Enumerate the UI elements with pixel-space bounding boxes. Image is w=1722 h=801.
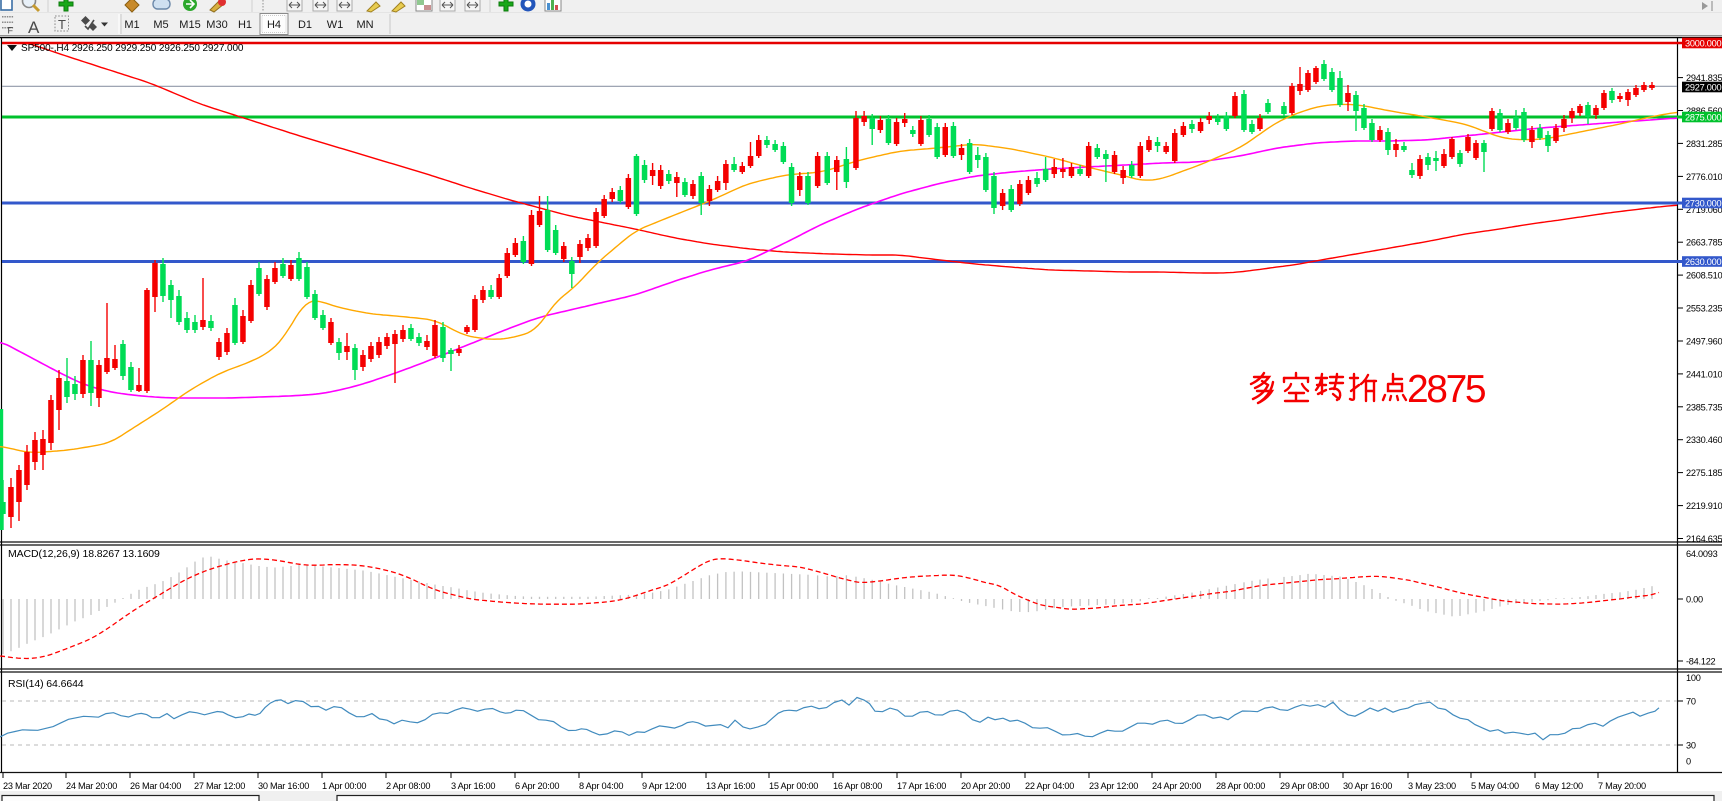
svg-text:29 Apr 08:00: 29 Apr 08:00 bbox=[1280, 781, 1329, 791]
svg-text:2730.000: 2730.000 bbox=[1685, 199, 1721, 209]
svg-text:2663.785: 2663.785 bbox=[1686, 238, 1722, 248]
svg-text:M30: M30 bbox=[206, 19, 227, 31]
svg-text:64.0093: 64.0093 bbox=[1686, 549, 1718, 559]
svg-text:6 May 12:00: 6 May 12:00 bbox=[1535, 781, 1583, 791]
svg-text:22 Apr 04:00: 22 Apr 04:00 bbox=[1025, 781, 1074, 791]
svg-text:16 Apr 08:00: 16 Apr 08:00 bbox=[833, 781, 882, 791]
svg-text:2886.560: 2886.560 bbox=[1686, 106, 1722, 116]
svg-text:M1: M1 bbox=[124, 19, 139, 31]
svg-text:70: 70 bbox=[1686, 697, 1696, 707]
svg-text:A: A bbox=[28, 18, 40, 37]
svg-text:7 May 20:00: 7 May 20:00 bbox=[1598, 781, 1646, 791]
svg-text:3000.000: 3000.000 bbox=[1685, 39, 1721, 49]
svg-text:5 May 04:00: 5 May 04:00 bbox=[1471, 781, 1519, 791]
svg-text:H4: H4 bbox=[267, 19, 281, 31]
svg-text:2776.010: 2776.010 bbox=[1686, 172, 1722, 182]
svg-text:2941.835: 2941.835 bbox=[1686, 73, 1722, 83]
svg-text:T: T bbox=[58, 17, 66, 32]
svg-text:24 Apr 20:00: 24 Apr 20:00 bbox=[1152, 781, 1201, 791]
svg-text:13 Apr 16:00: 13 Apr 16:00 bbox=[706, 781, 755, 791]
svg-text:15 Apr 00:00: 15 Apr 00:00 bbox=[769, 781, 818, 791]
svg-text:F: F bbox=[8, 26, 14, 36]
svg-text:24 Mar 20:00: 24 Mar 20:00 bbox=[66, 781, 117, 791]
svg-text:23 Mar 2020: 23 Mar 2020 bbox=[3, 781, 52, 791]
svg-text:H1: H1 bbox=[238, 19, 252, 31]
svg-text:W1: W1 bbox=[327, 19, 344, 31]
svg-text:26 Mar 04:00: 26 Mar 04:00 bbox=[130, 781, 181, 791]
svg-text:SP500-,H4 2926.250 2929.250 2: SP500-,H4 2926.250 2929.250 2926.250 292… bbox=[21, 43, 244, 54]
svg-text:2608.510: 2608.510 bbox=[1686, 271, 1722, 281]
svg-text:2630.000: 2630.000 bbox=[1685, 257, 1721, 267]
svg-text:M5: M5 bbox=[153, 19, 168, 31]
svg-text:D1: D1 bbox=[298, 19, 312, 31]
svg-text:2553.235: 2553.235 bbox=[1686, 304, 1722, 314]
svg-text:30: 30 bbox=[1686, 741, 1696, 751]
svg-text:30 Mar 16:00: 30 Mar 16:00 bbox=[258, 781, 309, 791]
svg-text:2875.000: 2875.000 bbox=[1685, 113, 1721, 123]
svg-text:30 Apr 16:00: 30 Apr 16:00 bbox=[1343, 781, 1392, 791]
svg-text:28 Apr 00:00: 28 Apr 00:00 bbox=[1216, 781, 1265, 791]
svg-text:27 Mar 12:00: 27 Mar 12:00 bbox=[194, 781, 245, 791]
svg-text:6 Apr 20:00: 6 Apr 20:00 bbox=[515, 781, 559, 791]
svg-text:3 Apr 16:00: 3 Apr 16:00 bbox=[451, 781, 495, 791]
svg-text:2927.000: 2927.000 bbox=[1685, 83, 1721, 93]
svg-text:2385.735: 2385.735 bbox=[1686, 402, 1722, 412]
svg-text:MN: MN bbox=[356, 19, 373, 31]
svg-text:0.00: 0.00 bbox=[1686, 595, 1703, 605]
svg-text:17 Apr 16:00: 17 Apr 16:00 bbox=[897, 781, 946, 791]
svg-text:23 Apr 12:00: 23 Apr 12:00 bbox=[1089, 781, 1138, 791]
svg-text:1 Apr 00:00: 1 Apr 00:00 bbox=[322, 781, 366, 791]
svg-text:2441.010: 2441.010 bbox=[1686, 369, 1722, 379]
svg-text:0: 0 bbox=[1686, 757, 1691, 767]
svg-text:3 May 23:00: 3 May 23:00 bbox=[1408, 781, 1456, 791]
svg-text:2831.285: 2831.285 bbox=[1686, 139, 1722, 149]
svg-text:20 Apr 20:00: 20 Apr 20:00 bbox=[961, 781, 1010, 791]
svg-text:2330.460: 2330.460 bbox=[1686, 435, 1722, 445]
svg-text:2275.185: 2275.185 bbox=[1686, 468, 1722, 478]
svg-text:RSI(14) 64.6644: RSI(14) 64.6644 bbox=[8, 678, 84, 690]
svg-text:2875: 2875 bbox=[1407, 368, 1486, 411]
svg-text:2497.960: 2497.960 bbox=[1686, 337, 1722, 347]
svg-text:9 Apr 12:00: 9 Apr 12:00 bbox=[642, 781, 686, 791]
svg-text:2219.910: 2219.910 bbox=[1686, 501, 1722, 511]
svg-text:2164.635: 2164.635 bbox=[1686, 534, 1722, 544]
svg-text:-84.122: -84.122 bbox=[1686, 657, 1716, 667]
svg-text:MACD(12,26,9) 18.8267 13.1609: MACD(12,26,9) 18.8267 13.1609 bbox=[8, 548, 160, 560]
svg-text:8 Apr 04:00: 8 Apr 04:00 bbox=[579, 781, 623, 791]
svg-text:2 Apr 08:00: 2 Apr 08:00 bbox=[386, 781, 430, 791]
svg-text:M15: M15 bbox=[179, 19, 200, 31]
svg-text:100: 100 bbox=[1686, 673, 1701, 683]
svg-text:2719.060: 2719.060 bbox=[1686, 205, 1722, 215]
